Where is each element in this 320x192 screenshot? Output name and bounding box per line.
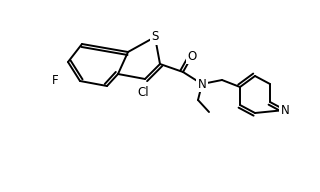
Text: F: F [52,74,58,88]
Text: O: O [188,50,196,63]
Text: N: N [198,78,206,90]
Text: S: S [151,31,159,44]
Text: Cl: Cl [137,85,149,98]
Text: N: N [281,103,289,117]
